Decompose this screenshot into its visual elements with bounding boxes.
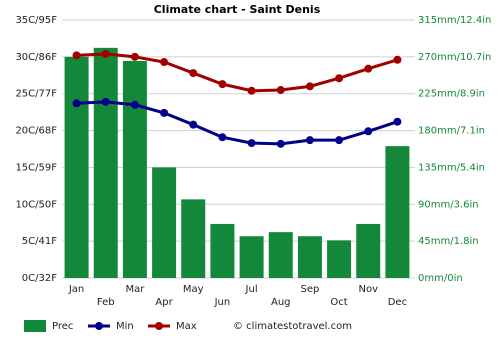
point	[130, 52, 139, 61]
y2-tick-label: 45mm/1.8in	[418, 236, 479, 247]
point	[364, 127, 373, 136]
y-tick-label: 25C/77F	[15, 89, 57, 100]
x-tick-label: Jan	[68, 284, 84, 295]
point	[218, 133, 227, 142]
legend-label: Max	[176, 321, 197, 332]
bar	[268, 232, 293, 278]
point	[364, 64, 373, 73]
y-tick-label: 30C/86F	[15, 52, 57, 63]
line	[76, 100, 398, 146]
y-tick-label: 20C/68F	[15, 126, 57, 137]
x-tick-label: Jun	[214, 297, 231, 308]
point	[189, 69, 198, 78]
chart-title: Climate chart - Saint Denis	[154, 3, 321, 16]
point	[393, 55, 402, 64]
point	[305, 136, 314, 145]
y2-tick-label: 180mm/7.1in	[418, 126, 485, 137]
x-tick-label: Oct	[330, 297, 347, 308]
bar	[181, 199, 206, 278]
bar	[297, 236, 322, 278]
y2-tick-label: 0mm/0in	[418, 273, 463, 284]
x-tick-label: Feb	[97, 297, 115, 308]
x-tick-label: Dec	[388, 297, 407, 308]
y2-tick-label: 270mm/10.7in	[418, 52, 491, 63]
y-tick-label: 5C/41F	[22, 236, 57, 247]
y-tick-label: 0C/32F	[22, 273, 57, 284]
point	[72, 99, 81, 108]
bar	[64, 56, 89, 278]
point	[276, 139, 285, 148]
bar	[327, 240, 352, 278]
line	[76, 52, 398, 93]
y-tick-label: 10C/50F	[15, 199, 57, 210]
point	[335, 74, 344, 83]
point	[276, 86, 285, 95]
bar	[385, 146, 410, 278]
x-tick-label: Sep	[300, 284, 319, 295]
point	[335, 136, 344, 145]
bar	[356, 223, 381, 278]
credit: © climatestotravel.com	[233, 321, 352, 332]
y-tick-label: 15C/59F	[15, 162, 57, 173]
point	[101, 97, 110, 106]
x-tick-label: Mar	[125, 284, 145, 295]
bar	[210, 223, 235, 278]
point	[72, 51, 81, 60]
x-tick-label: Nov	[358, 284, 378, 295]
y2-tick-label: 135mm/5.4in	[418, 162, 485, 173]
bar	[122, 60, 147, 279]
legend-swatch	[155, 322, 163, 330]
point	[393, 117, 402, 126]
point	[130, 100, 139, 109]
legend-label: Prec	[52, 321, 73, 332]
bar	[93, 47, 118, 278]
point	[189, 120, 198, 129]
legend-label: Min	[116, 321, 134, 332]
y2-tick-label: 225mm/8.9in	[418, 89, 485, 100]
y-tick-label: 35C/95F	[15, 15, 57, 26]
point	[160, 58, 169, 67]
point	[247, 86, 256, 95]
x-tick-label: Aug	[271, 297, 291, 308]
x-tick-label: Apr	[155, 297, 173, 308]
point	[218, 80, 227, 89]
y2-tick-label: 90mm/3.6in	[418, 199, 479, 210]
legend-swatch	[24, 320, 46, 332]
x-tick-label: May	[183, 284, 204, 295]
point	[160, 108, 169, 117]
x-tick-label: Jul	[245, 284, 258, 295]
legend-swatch	[95, 322, 103, 330]
bar	[152, 167, 177, 278]
y2-tick-label: 315mm/12.4in	[418, 15, 491, 26]
point	[247, 139, 256, 148]
point	[101, 49, 110, 58]
point	[305, 82, 314, 91]
bar	[239, 236, 264, 278]
